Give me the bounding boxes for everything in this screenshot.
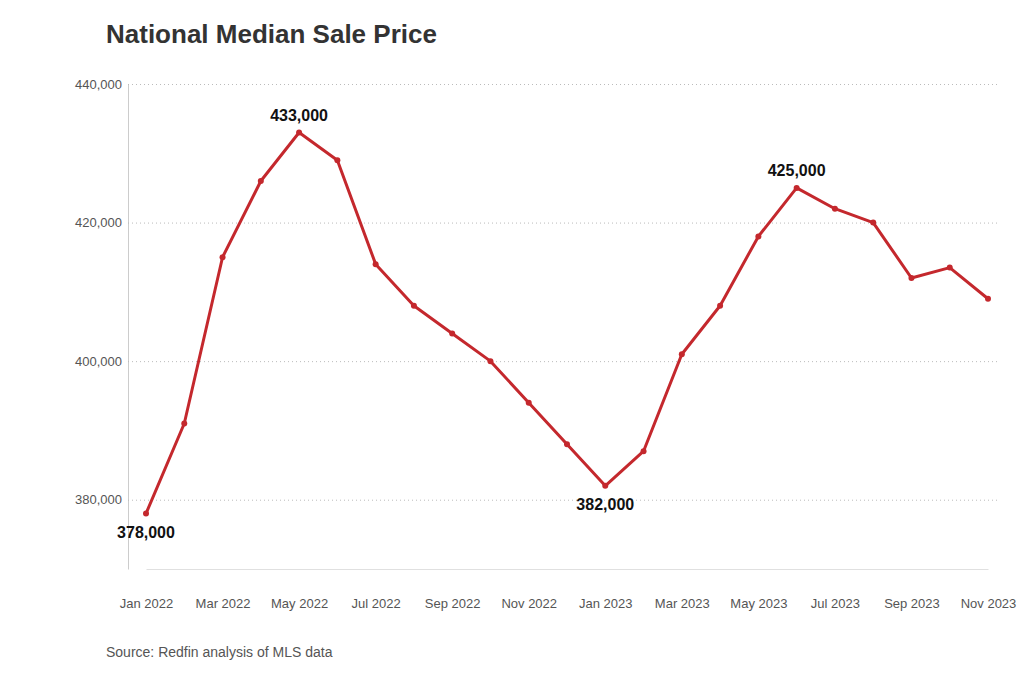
y-tick-label: 380,000	[75, 492, 122, 507]
point	[947, 265, 953, 271]
y-axis: 380,000 400,000 420,000 440,000	[75, 77, 1000, 570]
y-tick-label: 420,000	[75, 215, 122, 230]
point	[449, 330, 455, 336]
x-tick-label: May 2023	[730, 596, 787, 611]
data-label: 433,000	[270, 107, 328, 124]
x-tick: Nov 2022	[501, 569, 557, 611]
x-tick: Jan 2022	[120, 569, 174, 611]
point	[334, 157, 340, 163]
x-tick-label: Jan 2022	[120, 596, 174, 611]
x-tick: Jul 2023	[811, 569, 860, 611]
point	[411, 303, 417, 309]
x-tick-label: Jan 2023	[579, 596, 633, 611]
grid-line	[128, 84, 1000, 85]
x-tick: Mar 2023	[655, 569, 710, 611]
x-tick-label: Mar 2022	[196, 596, 251, 611]
point	[143, 511, 149, 517]
x-tick: Jul 2022	[352, 569, 401, 611]
data-labels: 378,000 433,000 382,000 425,000	[117, 107, 826, 541]
point	[679, 351, 685, 357]
point	[181, 421, 187, 427]
point	[564, 441, 570, 447]
x-tick-label: Nov 2023	[961, 596, 1017, 611]
point	[717, 303, 723, 309]
grid-line	[128, 361, 1000, 362]
x-tick-label: Jul 2023	[811, 596, 860, 611]
point	[526, 400, 532, 406]
point	[258, 178, 264, 184]
x-tick: May 2022	[271, 569, 328, 611]
y-tick: 440,000	[75, 77, 1000, 92]
point	[755, 233, 761, 239]
y-tick-label: 440,000	[75, 77, 122, 92]
y-tick-label: 400,000	[75, 354, 122, 369]
point	[908, 275, 914, 281]
x-tick-label: Sep 2022	[425, 596, 481, 611]
x-axis: Jan 2022 Mar 2022 May 2022 Jul 2022 Sep 2022…	[120, 569, 1017, 611]
x-tick-label: May 2022	[271, 596, 328, 611]
x-tick-label: Sep 2023	[884, 596, 940, 611]
grid-line	[128, 500, 1000, 501]
point	[641, 448, 647, 454]
source: Source: Redfin analysis of MLS data	[106, 644, 333, 660]
y-tick: 380,000	[75, 492, 1000, 507]
point	[870, 220, 876, 226]
x-tick: May 2023	[730, 569, 787, 611]
point	[602, 483, 608, 489]
x-tick: Sep 2023	[884, 569, 940, 611]
title: National Median Sale Price	[106, 19, 437, 49]
x-tick: Sep 2022	[425, 569, 481, 611]
y-axis-line	[128, 85, 129, 570]
point	[487, 358, 493, 364]
point	[296, 130, 302, 136]
x-tick-label: Nov 2022	[501, 596, 557, 611]
point	[832, 206, 838, 212]
data-label: 425,000	[768, 162, 826, 179]
data-label: 378,000	[117, 524, 175, 541]
line	[146, 133, 988, 514]
x-axis-line	[147, 569, 989, 570]
chart: National Median Sale Price 380,000 400,000…	[0, 0, 1024, 683]
point	[794, 185, 800, 191]
point	[220, 254, 226, 260]
x-tick-label: Jul 2022	[352, 596, 401, 611]
data-label: 382,000	[576, 496, 634, 513]
point	[373, 261, 379, 267]
y-tick: 400,000	[75, 354, 1000, 369]
x-tick-label: Mar 2023	[655, 596, 710, 611]
x-tick: Nov 2023	[961, 569, 1017, 611]
x-tick: Mar 2022	[196, 569, 251, 611]
x-tick: Jan 2023	[579, 569, 633, 611]
point	[985, 296, 991, 302]
plot	[143, 130, 991, 517]
